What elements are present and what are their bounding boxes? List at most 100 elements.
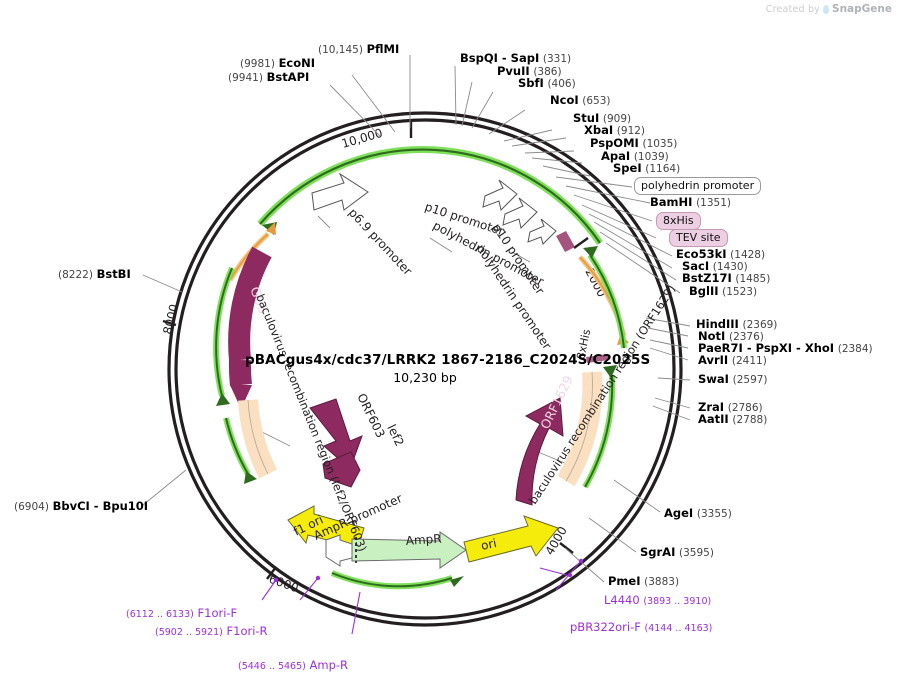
- enzyme-name: BspQI - SapI: [460, 51, 540, 65]
- feature-arrow-f1ori: [287, 505, 365, 549]
- primer-name: L4440: [604, 593, 640, 607]
- enzyme-position: (1351): [696, 197, 731, 209]
- enzyme-name: SgrAI: [640, 545, 676, 559]
- enzyme-position: (909): [602, 113, 632, 125]
- enzyme-label-bspqi-sapi[interactable]: BspQI - SapI (331): [460, 51, 571, 65]
- enzyme-label-aatii[interactable]: AatII (2788): [698, 412, 767, 426]
- enzyme-label-spei[interactable]: SpeI (1164): [613, 161, 680, 175]
- feature-arrow-ampr: [351, 531, 467, 569]
- enzyme-name: SpeI: [613, 161, 642, 175]
- enzyme-label-pspomi[interactable]: PspOMI (1035): [590, 136, 677, 150]
- enzyme-label-agei[interactable]: AgeI (3355): [664, 506, 732, 520]
- primer-range: (3893 .. 3910): [643, 596, 712, 607]
- enzyme-label-bamhi[interactable]: BamHI (1351): [650, 195, 731, 209]
- enzyme-position: (10,145): [318, 44, 363, 56]
- primer-name: F1ori-R: [226, 624, 268, 638]
- feature-label-ampr: AmpR: [405, 532, 442, 548]
- enzyme-label-hindiii[interactable]: HindIII (2369): [696, 317, 777, 331]
- feature-tag-8xhis-stub: [556, 231, 575, 252]
- enzyme-label-zrai[interactable]: ZraI (2786): [698, 400, 763, 414]
- enzyme-label-pflmi[interactable]: (10,145) PflMI: [318, 42, 399, 56]
- feature-chip-polyhedrin-promoter[interactable]: polyhedrin promoter: [634, 177, 762, 195]
- enzyme-position: (1430): [712, 261, 748, 273]
- enzyme-position: (9981): [240, 58, 275, 70]
- enzyme-label-pvuii[interactable]: PvuII (386): [497, 64, 562, 78]
- enzyme-label-econi[interactable]: (9981) EcoNI: [240, 56, 315, 70]
- ruler-ticks: [162, 121, 589, 580]
- enzyme-label-bstz17i[interactable]: BstZ17I (1485): [682, 271, 770, 285]
- callout-leaders: [142, 55, 691, 583]
- enzyme-position: (2597): [732, 374, 768, 386]
- primer-range: (4144 .. 4163): [644, 623, 713, 634]
- enzyme-name: AvrII: [698, 353, 729, 367]
- enzyme-name: BamHI: [650, 195, 693, 209]
- enzyme-label-avrii[interactable]: AvrII (2411): [698, 353, 767, 367]
- primer-leaders: [261, 561, 581, 635]
- enzyme-position: (1523): [722, 286, 758, 298]
- feature-arc-ampr-promoter-green: [330, 570, 464, 590]
- primer-label-pbr322ori-f[interactable]: pBR322ori-F (4144 .. 4163): [570, 620, 712, 634]
- plasmid-size: 10,230 bp: [393, 370, 457, 385]
- enzyme-name: XbaI: [584, 123, 614, 137]
- primer-name: F1ori-F: [197, 606, 238, 620]
- feature-chip-8xhis[interactable]: 8xHis: [656, 212, 701, 230]
- primer-dots: [273, 558, 584, 583]
- plasmid-title-block: pBACgus4x/cdc37/LRRK2 1867-2186_C2024S/C…: [245, 352, 650, 385]
- enzyme-position: (1428): [730, 249, 766, 261]
- enzyme-label-pmei[interactable]: PmeI (3883): [608, 574, 679, 588]
- feature-label-orf603: ORF603: [354, 391, 387, 440]
- primer-label-amp-r[interactable]: (5446 .. 5465) Amp-R: [238, 658, 348, 672]
- enzyme-name: PaeR7I - PspXI - XhoI: [698, 341, 835, 355]
- primer-label-f1ori-f[interactable]: (6112 .. 6133) F1ori-F: [126, 606, 237, 620]
- feature-arrow-p10-promoter-a: [482, 179, 518, 211]
- enzyme-position: (2384): [837, 343, 873, 355]
- enzyme-position: (653): [582, 95, 611, 107]
- feature-arrow-lef2: [322, 451, 361, 488]
- enzyme-position: (1485): [735, 273, 771, 285]
- primer-range: (6112 .. 6133): [126, 609, 194, 620]
- enzyme-position: (8222): [58, 269, 93, 281]
- enzyme-position: (3355): [696, 508, 732, 520]
- enzyme-name: SacI: [682, 259, 710, 273]
- feature-chip-tev-site[interactable]: TEV site: [669, 229, 728, 247]
- primer-range: (5902 .. 5921): [155, 627, 223, 638]
- enzyme-label-sbfi[interactable]: SbfI (406): [518, 76, 576, 90]
- enzyme-label-bglii[interactable]: BglII (1523): [689, 284, 757, 298]
- snapgene-watermark: Created by SnapGene: [766, 3, 892, 15]
- primer-name: pBR322ori-F: [570, 620, 641, 634]
- enzyme-position: (6904): [14, 501, 49, 513]
- enzyme-position: (1039): [633, 151, 669, 163]
- enzyme-label-bstbi[interactable]: (8222) BstBI: [58, 267, 131, 281]
- feature-label-8xhis: 8xHis: [574, 328, 593, 361]
- enzyme-position: (2788): [732, 414, 768, 426]
- enzyme-position: (3595): [679, 547, 714, 559]
- enzyme-label-noti[interactable]: NotI (2376): [698, 329, 764, 343]
- enzyme-label-ncoi[interactable]: NcoI (653): [550, 93, 611, 107]
- primer-label-l4440[interactable]: L4440 (3893 .. 3910): [604, 593, 711, 607]
- enzyme-label-swai[interactable]: SwaI (2597): [698, 372, 768, 386]
- enzyme-label-apai[interactable]: ApaI (1039): [601, 149, 669, 163]
- enzyme-label-xbai[interactable]: XbaI (912): [584, 123, 645, 137]
- enzyme-position: (406): [547, 78, 576, 90]
- enzyme-name: BstBI: [96, 267, 131, 281]
- enzyme-label-paer7i-pspxi-xhoi[interactable]: PaeR7I - PspXI - XhoI (2384): [698, 341, 873, 355]
- enzyme-position: (2411): [731, 355, 767, 367]
- feature-arrow-ori: [463, 515, 559, 563]
- enzyme-position: (2786): [727, 402, 763, 414]
- enzyme-label-stui[interactable]: StuI (909): [573, 111, 631, 125]
- enzyme-name: Eco53kI: [676, 247, 727, 261]
- enzyme-label-bbvci-bpu10i[interactable]: (6904) BbvCI - Bpu10I: [14, 499, 148, 513]
- primer-name: Amp-R: [309, 658, 349, 672]
- enzyme-position: (912): [616, 125, 646, 137]
- enzyme-position: (3883): [644, 576, 680, 588]
- plasmid-backbone: [167, 111, 683, 627]
- primer-label-f1ori-r[interactable]: (5902 .. 5921) F1ori-R: [155, 624, 268, 638]
- enzyme-label-sgrai[interactable]: SgrAI (3595): [640, 545, 714, 559]
- enzyme-label-eco53ki[interactable]: Eco53kI (1428): [676, 247, 765, 261]
- feature-arrow-orf603: [309, 398, 363, 470]
- feature-arc-promoter-left: [213, 266, 257, 484]
- enzyme-label-saci[interactable]: SacI (1430): [682, 259, 748, 273]
- enzyme-label-bstapi[interactable]: (9941) BstAPI: [228, 70, 309, 84]
- enzyme-name: NotI: [698, 329, 726, 343]
